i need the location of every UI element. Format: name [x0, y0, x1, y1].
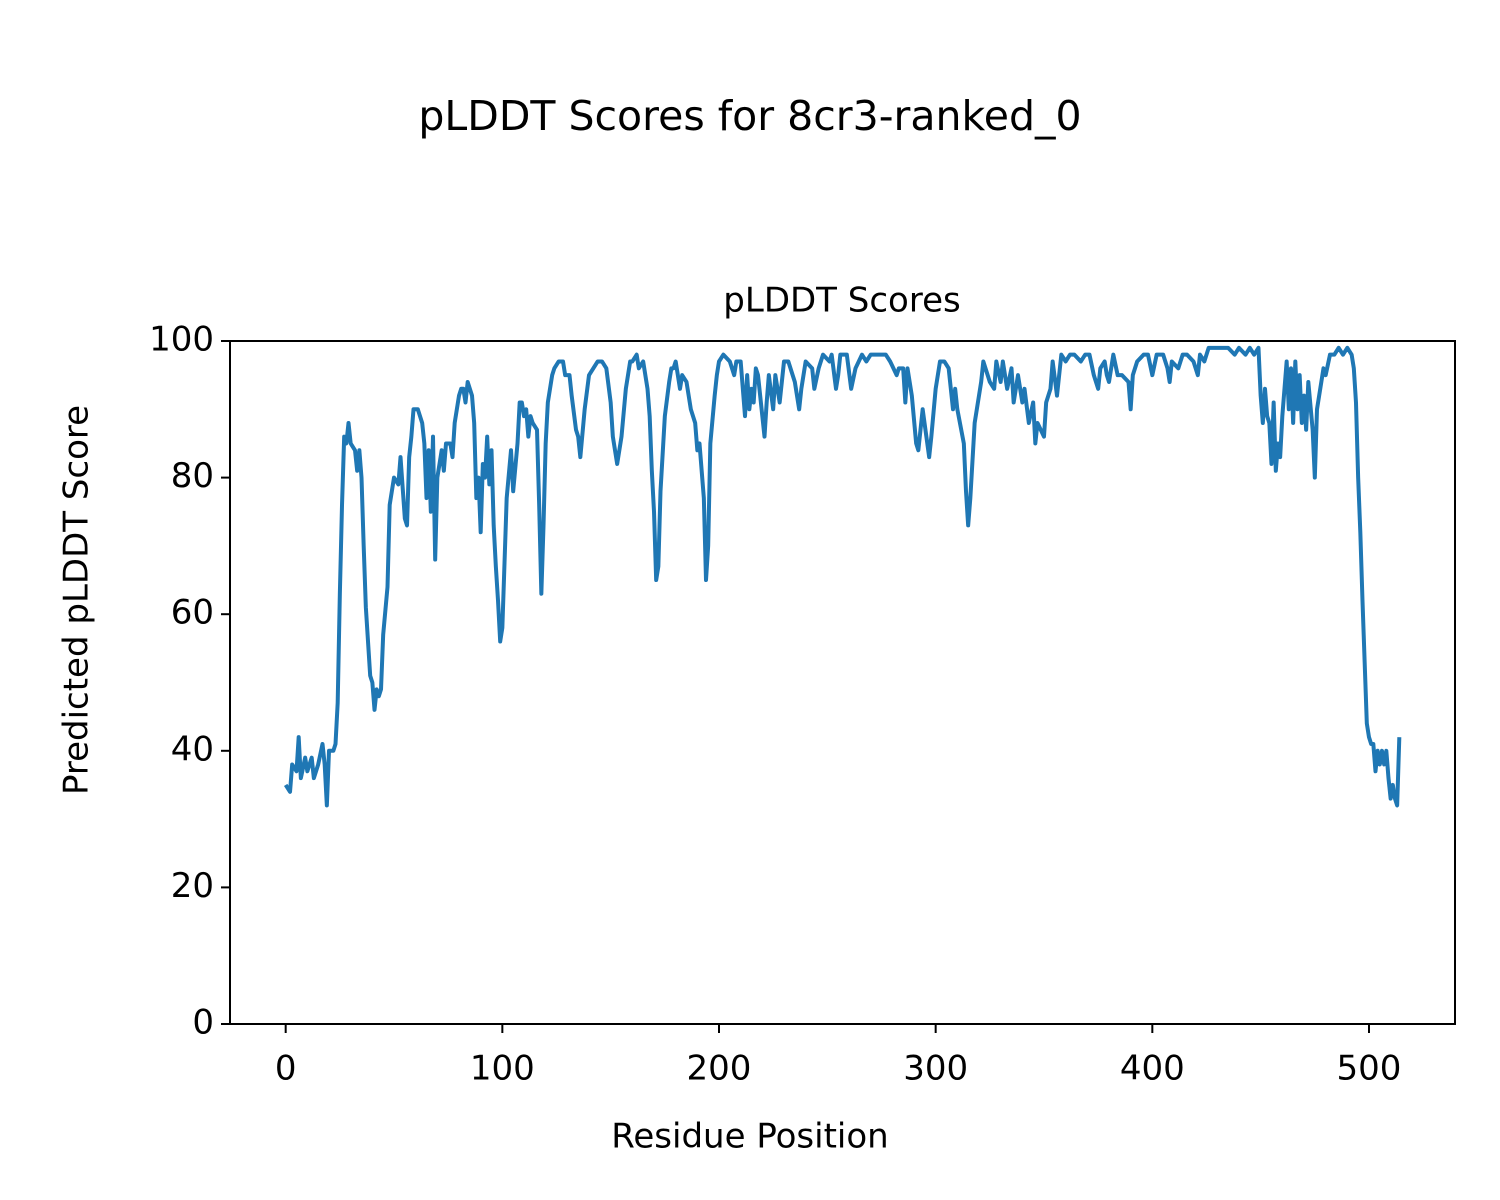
x-tick-label: 500 [1337, 1049, 1402, 1089]
x-tick-label: 0 [275, 1049, 297, 1089]
y-tick-label: 0 [192, 1003, 214, 1043]
chart-title: pLDDT Scores [723, 281, 960, 321]
y-tick-label: 20 [171, 866, 214, 906]
plot-frame [229, 340, 1456, 1025]
data-line [283, 345, 1402, 808]
y-tick-label: 100 [149, 320, 214, 360]
x-tick-label: 200 [687, 1049, 752, 1089]
x-tick-label: 400 [1120, 1049, 1185, 1089]
y-tick-label: 40 [171, 729, 214, 769]
chart-suptitle: pLDDT Scores for 8cr3-ranked_0 [418, 92, 1081, 140]
y-tick-label: 80 [171, 456, 214, 496]
y-tick-label: 60 [171, 593, 214, 633]
x-tick-label: 300 [903, 1049, 968, 1089]
y-axis-label: Predicted pLDDT Score [57, 405, 97, 795]
x-tick-label: 100 [470, 1049, 535, 1089]
x-axis-label: Residue Position [611, 1117, 888, 1157]
